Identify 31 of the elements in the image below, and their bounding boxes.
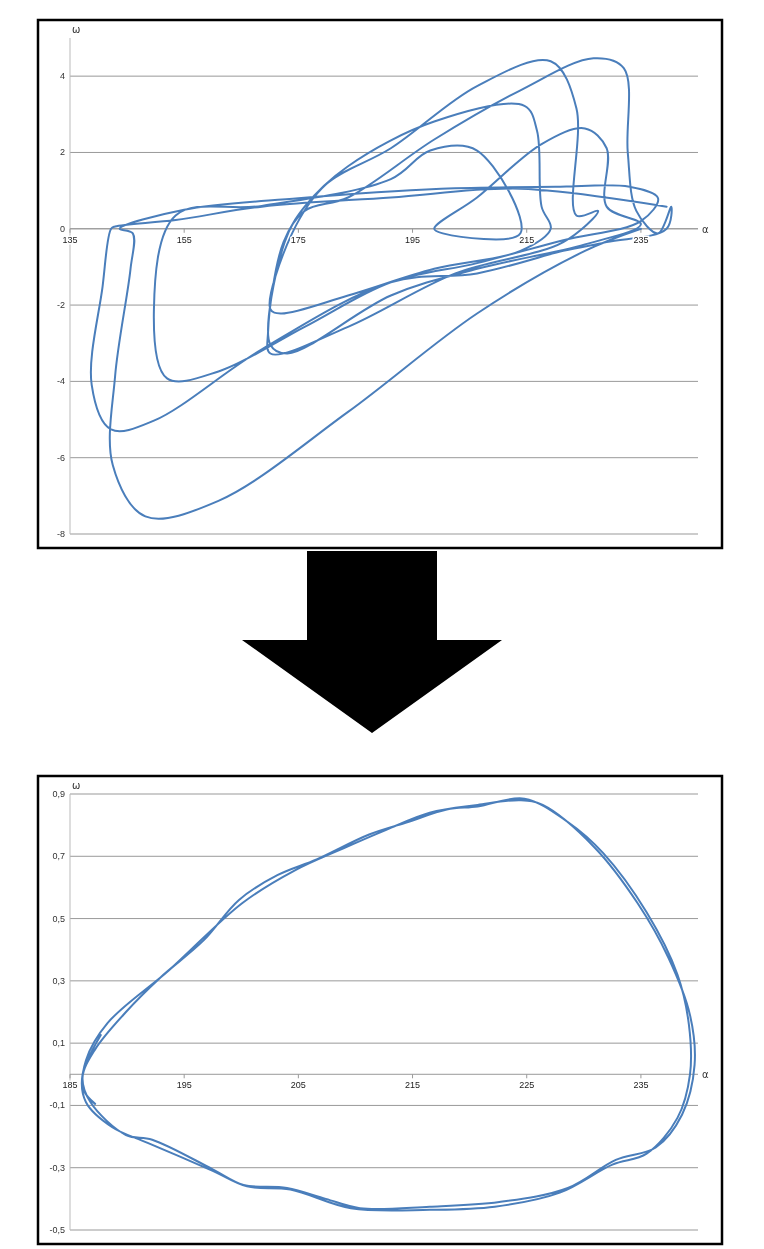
x-tick-label: 175 xyxy=(290,234,306,245)
x-tick-label: 235 xyxy=(633,1080,649,1091)
x-tick-label: 195 xyxy=(176,1080,192,1091)
x-tick-label: 135 xyxy=(62,234,78,245)
y-tick-label: 4 xyxy=(59,71,65,82)
y-tick-label: -6 xyxy=(56,452,65,463)
y-tick-label: 0,7 xyxy=(52,851,65,862)
y-tick-label: 2 xyxy=(59,147,65,158)
y-tick-label: -0,3 xyxy=(49,1162,65,1173)
x-tick-label: 215 xyxy=(519,234,535,245)
x-tick-label: 225 xyxy=(519,1080,535,1091)
x-tick-label: 195 xyxy=(405,234,421,245)
y-tick-label: -0,5 xyxy=(49,1225,65,1235)
x-tick-label: 155 xyxy=(176,234,192,245)
y-tick-label: 0,3 xyxy=(52,975,65,986)
x-tick-label: 185 xyxy=(62,1080,78,1091)
y-axis-title: ω xyxy=(72,24,81,35)
y-tick-label: -0,1 xyxy=(49,1100,65,1111)
y-tick-label: -8 xyxy=(56,529,65,539)
x-axis-title: α xyxy=(702,1069,709,1081)
y-axis-title: ω xyxy=(72,780,81,791)
y-tick-label: 0,1 xyxy=(52,1038,65,1049)
y-tick-label: -4 xyxy=(56,376,65,387)
y-tick-label: 0,5 xyxy=(52,913,65,924)
x-tick-label: 205 xyxy=(290,1080,306,1091)
x-tick-label: 215 xyxy=(405,1080,421,1091)
y-tick-label: -2 xyxy=(56,300,65,311)
y-tick-label: 0 xyxy=(59,223,65,234)
x-axis-title: α xyxy=(702,223,709,235)
y-tick-label: 0,9 xyxy=(52,789,65,799)
line-series xyxy=(81,797,696,1212)
